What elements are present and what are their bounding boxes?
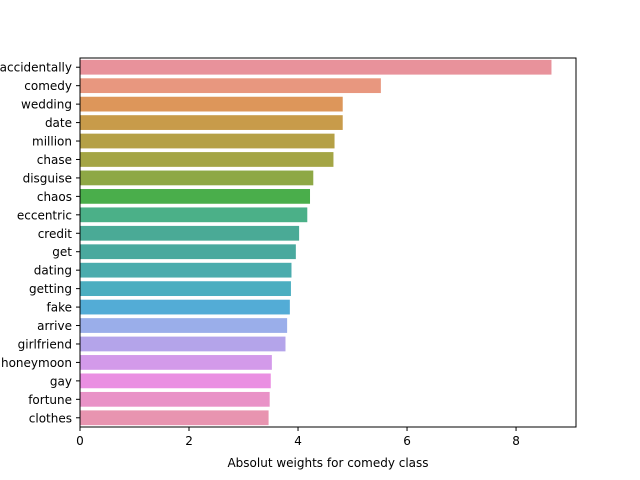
y-tick-label: dating [34,264,72,278]
bar-clothes [80,410,269,426]
y-tick-label: million [32,135,72,149]
bar-fortune [80,391,270,407]
bar-girlfriend [80,336,286,352]
y-tick-label: chaos [37,190,72,204]
bar-gay [80,373,271,389]
bar-credit [80,225,300,241]
bar-getting [80,281,291,297]
y-tick-label: chase [37,153,72,167]
bar-million [80,133,335,149]
y-tick-label: accidentally [0,61,72,75]
y-tick-label: get [52,245,72,259]
x-tick-label: 2 [185,434,193,448]
x-tick-label: 4 [294,434,302,448]
y-tick-label: girlfriend [18,337,72,351]
y-tick-label: fake [47,301,72,315]
plot-frame [79,57,577,428]
y-tick-label: credit [38,227,73,241]
y-tick-label: clothes [29,411,72,425]
x-tick-label: 0 [76,434,84,448]
bars [80,59,552,426]
y-tick-label: comedy [24,79,72,93]
bar-dating [80,262,292,278]
bar-wedding [80,96,343,112]
y-tick-label: arrive [37,319,72,333]
y-tick-label: eccentric [17,208,72,222]
bar-fake [80,299,290,315]
y-axis-ticks: accidentally comedy wedding date million chas… [0,61,80,425]
bar-date [80,115,343,130]
y-tick-label: disguise [23,171,72,185]
y-tick-label: wedding [21,98,72,112]
bar-get [80,244,296,260]
y-tick-label: gay [50,374,72,388]
x-tick-label: 6 [403,434,411,448]
y-tick-label: getting [29,282,72,296]
bar-accidentally [80,59,552,75]
y-tick-label: honeymoon [1,356,72,370]
x-axis-ticks: 0 2 4 6 8 [76,427,520,448]
x-axis-label: Absolut weights for comedy class [227,456,428,470]
bar-chaos [80,188,311,204]
bar-eccentric [80,207,308,223]
bar-chase [80,152,334,167]
bar-disguise [80,170,314,186]
y-tick-label: fortune [28,393,72,407]
bar-arrive [80,318,288,333]
bar-honeymoon [80,355,272,370]
bar-comedy [80,78,381,94]
y-tick-label: date [45,116,72,130]
x-tick-label: 8 [512,434,520,448]
